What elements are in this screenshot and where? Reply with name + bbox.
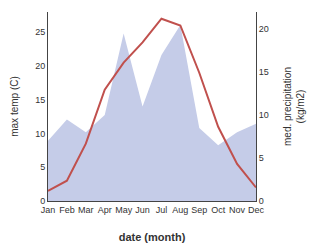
svg-text:date (month): date (month): [119, 231, 186, 243]
svg-text:Nov: Nov: [229, 205, 246, 215]
svg-text:Oct: Oct: [211, 205, 226, 215]
svg-text:20: 20: [259, 24, 269, 34]
svg-text:Jun: Jun: [135, 205, 150, 215]
svg-text:20: 20: [35, 61, 45, 71]
svg-text:Feb: Feb: [59, 205, 75, 215]
svg-text:Dec: Dec: [248, 205, 265, 215]
svg-text:15: 15: [259, 67, 269, 77]
svg-text:0: 0: [40, 196, 45, 206]
svg-text:10: 10: [35, 129, 45, 139]
svg-text:0: 0: [259, 196, 264, 206]
svg-text:med. precipitation(kg/m2): med. precipitation(kg/m2): [282, 67, 306, 146]
svg-text:5: 5: [259, 153, 264, 163]
svg-text:25: 25: [35, 27, 45, 37]
svg-text:10: 10: [259, 110, 269, 120]
svg-text:Sep: Sep: [191, 205, 207, 215]
svg-text:Aug: Aug: [172, 205, 188, 215]
svg-text:May: May: [115, 205, 133, 215]
svg-text:15: 15: [35, 95, 45, 105]
svg-text:max temp (C): max temp (C): [9, 76, 20, 137]
svg-text:Apr: Apr: [98, 205, 112, 215]
svg-text:Jan: Jan: [41, 205, 56, 215]
svg-text:5: 5: [40, 162, 45, 172]
svg-text:Jul: Jul: [156, 205, 168, 215]
svg-text:Mar: Mar: [78, 205, 94, 215]
